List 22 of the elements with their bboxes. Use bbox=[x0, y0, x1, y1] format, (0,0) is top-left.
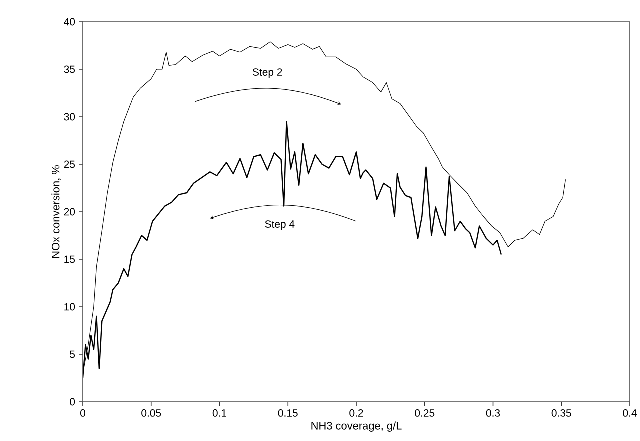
x-tick-label: 0.25 bbox=[415, 410, 435, 417]
x-tick-label: 0.05 bbox=[142, 410, 162, 417]
x-tick-label: 0.35 bbox=[552, 410, 572, 417]
y-tick-label: 10 bbox=[64, 303, 76, 311]
x-tick-label: 0.1 bbox=[212, 410, 226, 417]
x-tick-label: 0.2 bbox=[350, 410, 364, 417]
x-tick-label: 0 bbox=[80, 410, 86, 417]
x-axis-title: NH3 coverage, g/L bbox=[312, 422, 402, 432]
annotation: Step 2 bbox=[252, 68, 282, 78]
x-tick-label: 0.4 bbox=[623, 410, 637, 417]
y-tick-label: 20 bbox=[64, 208, 76, 216]
y-tick-label: 35 bbox=[64, 66, 76, 74]
annotation: Step 4 bbox=[265, 220, 295, 230]
y-axis-title: NOx conversion, % bbox=[52, 166, 62, 258]
y-tick-label: 25 bbox=[64, 160, 76, 168]
y-tick-label: 5 bbox=[70, 350, 76, 358]
x-tick-label: 0.15 bbox=[278, 410, 298, 417]
y-tick-label: 15 bbox=[64, 256, 76, 264]
x-tick-label: 0.3 bbox=[486, 410, 500, 417]
y-tick-label: 40 bbox=[64, 18, 76, 26]
y-tick-label: 0 bbox=[70, 398, 76, 406]
y-tick-label: 30 bbox=[64, 113, 76, 121]
